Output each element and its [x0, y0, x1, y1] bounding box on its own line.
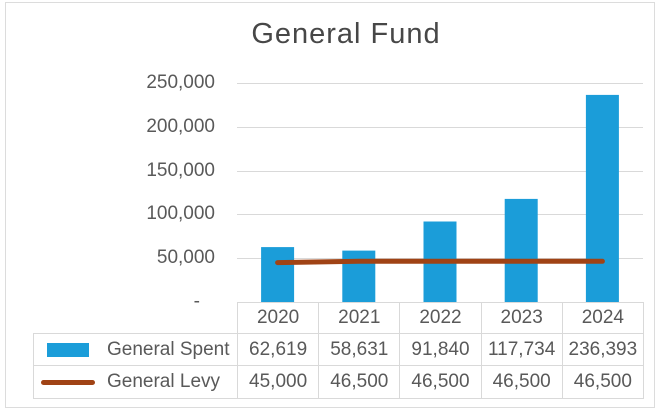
table-header-2022: 2022 [399, 302, 482, 334]
plot-area [237, 83, 643, 303]
cell-general-levy-2024: 46,500 [561, 365, 644, 399]
y-axis-tick-label: 250,000 [146, 72, 215, 93]
y-axis-tick-label: 50,000 [156, 247, 215, 269]
cell-general-levy-2021: 46,500 [318, 365, 401, 399]
table-header-2024: 2024 [561, 302, 644, 334]
series-label: General Levy [107, 371, 221, 392]
table-header-2020: 2020 [236, 302, 320, 334]
cell-general-spent-2020: 62,619 [236, 333, 320, 366]
y-axis-tick-label: 100,000 [146, 203, 215, 225]
legend-bar-swatch-icon [47, 342, 89, 357]
table-corner-blank [34, 303, 238, 334]
y-axis-tick-label: 200,000 [146, 115, 215, 137]
line-general-levy [275, 258, 605, 266]
bar-general-spent-2020 [261, 247, 295, 302]
table-header-2023: 2023 [480, 302, 563, 334]
cell-general-spent-2021: 58,631 [318, 333, 401, 366]
cell-general-levy-2020: 45,000 [236, 365, 320, 399]
bar-general-spent-2023 [504, 198, 538, 302]
series-label: General Spent [107, 338, 230, 360]
cell-general-spent-2023: 117,734 [480, 333, 563, 366]
cell-general-levy-2022: 46,500 [399, 365, 482, 399]
bar-general-spent-2024 [585, 94, 619, 303]
legend-cell-general-levy: General Levy [33, 365, 238, 399]
bar-general-spent-2021 [342, 250, 376, 302]
y-axis-tick-label: 150,000 [146, 159, 215, 181]
chart-title: General Fund [251, 18, 441, 50]
table-header-2021: 2021 [318, 302, 401, 334]
data-table: 2020 2021 2022 2023 2024 General Spent 62,619 5… [33, 302, 644, 399]
cell-general-levy-2023: 46,500 [480, 365, 563, 399]
cell-general-spent-2024: 236,393 [561, 333, 644, 366]
legend-line-swatch-icon [41, 379, 95, 385]
legend-cell-general-spent: General Spent [33, 333, 238, 366]
cell-general-spent-2022: 91,840 [399, 333, 482, 366]
